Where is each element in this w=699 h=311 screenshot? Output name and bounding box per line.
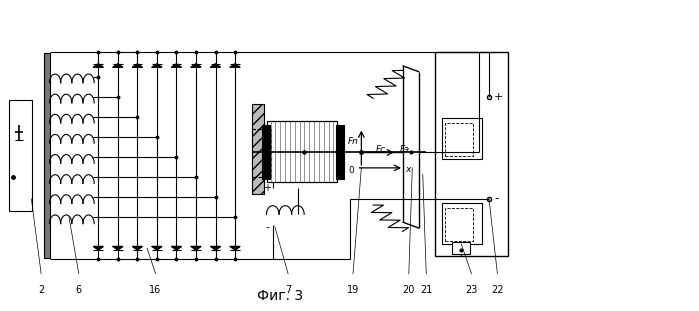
Polygon shape [113, 64, 123, 67]
Text: 22: 22 [491, 285, 504, 295]
Text: x: x [405, 165, 411, 174]
Text: 20: 20 [403, 285, 415, 295]
Bar [435, 52, 508, 256]
Bar [336, 124, 344, 179]
Text: -: - [265, 222, 269, 232]
Bar [442, 203, 482, 244]
Bar [445, 123, 473, 156]
Text: +: + [494, 92, 503, 102]
Text: 16: 16 [150, 285, 161, 295]
Text: 2: 2 [38, 285, 44, 295]
Polygon shape [113, 246, 123, 250]
Polygon shape [210, 64, 220, 67]
Polygon shape [172, 246, 181, 250]
Polygon shape [152, 64, 162, 67]
Bar [44, 53, 50, 258]
Text: 7: 7 [285, 285, 291, 295]
Bar [9, 100, 32, 211]
Bar [252, 104, 264, 194]
Text: 0: 0 [348, 165, 354, 174]
Bar [267, 121, 337, 182]
Bar [442, 118, 482, 159]
Polygon shape [133, 246, 143, 250]
Text: +: + [264, 183, 271, 193]
Polygon shape [172, 64, 181, 67]
Bar [452, 242, 470, 254]
Bar [445, 208, 473, 241]
Bar [261, 124, 270, 179]
Polygon shape [230, 64, 240, 67]
Bar [252, 129, 271, 177]
Text: 19: 19 [347, 285, 359, 295]
Text: Fc: Fc [376, 145, 386, 154]
Text: 23: 23 [466, 285, 478, 295]
Text: 6: 6 [75, 285, 82, 295]
Polygon shape [191, 64, 201, 67]
Text: Фиг. 3: Фиг. 3 [257, 289, 303, 303]
Text: -: - [494, 192, 498, 205]
Polygon shape [94, 246, 103, 250]
Polygon shape [94, 64, 103, 67]
Polygon shape [191, 246, 201, 250]
Polygon shape [133, 64, 143, 67]
Polygon shape [210, 246, 220, 250]
Text: Fn: Fn [348, 137, 359, 146]
Text: 21: 21 [420, 285, 433, 295]
Text: Fэ: Fэ [401, 145, 410, 154]
Polygon shape [230, 246, 240, 250]
Polygon shape [152, 246, 162, 250]
